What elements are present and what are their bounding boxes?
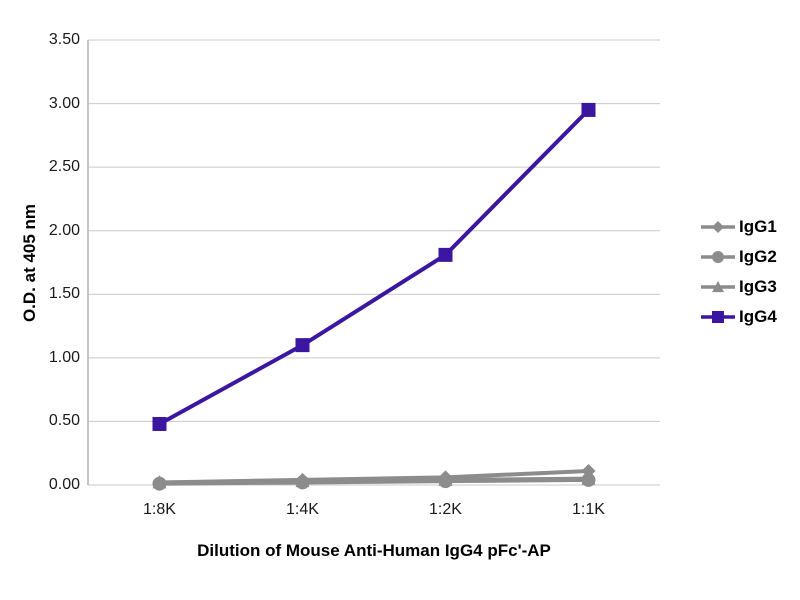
legend-item-igg2: IgG2	[700, 247, 777, 266]
y-tick-label: 1.00	[48, 348, 80, 366]
y-tick-label: 0.00	[48, 476, 80, 493]
legend-item-igg1: IgG1	[700, 217, 777, 236]
square-marker-icon	[701, 311, 735, 323]
x-tick-label: 1:4K	[286, 501, 319, 518]
circle-marker-icon	[701, 251, 735, 263]
x-tick-label: 1:2K	[429, 501, 462, 518]
y-tick-label: 3.50	[48, 31, 80, 48]
legend-label: IgG1	[739, 217, 777, 236]
legend: IgG1 IgG2 IgG3 IgG4	[700, 217, 777, 326]
x-axis-title: Dilution of Mouse Anti-Human IgG4 pFc'-A…	[197, 541, 551, 560]
diamond-marker-icon	[701, 221, 735, 233]
y-tick-label: 0.50	[48, 412, 80, 430]
x-tick-label: 1:1K	[572, 501, 605, 518]
legend-item-igg3: IgG3	[700, 277, 777, 296]
legend-label: IgG4	[739, 307, 777, 326]
legend-label: IgG3	[739, 277, 777, 296]
legend-label: IgG2	[739, 247, 777, 266]
y-tick-label: 1.50	[48, 285, 80, 303]
y-tick-label: 3.00	[48, 94, 80, 112]
y-tick-label: 2.00	[48, 221, 80, 239]
triangle-marker-icon	[701, 281, 735, 293]
legend-item-igg4: IgG4	[700, 307, 777, 326]
x-tick-label: 1:8K	[143, 501, 176, 518]
y-tick-label: 2.50	[48, 158, 80, 176]
y-axis-title: O.D. at 405 nm	[20, 203, 39, 323]
